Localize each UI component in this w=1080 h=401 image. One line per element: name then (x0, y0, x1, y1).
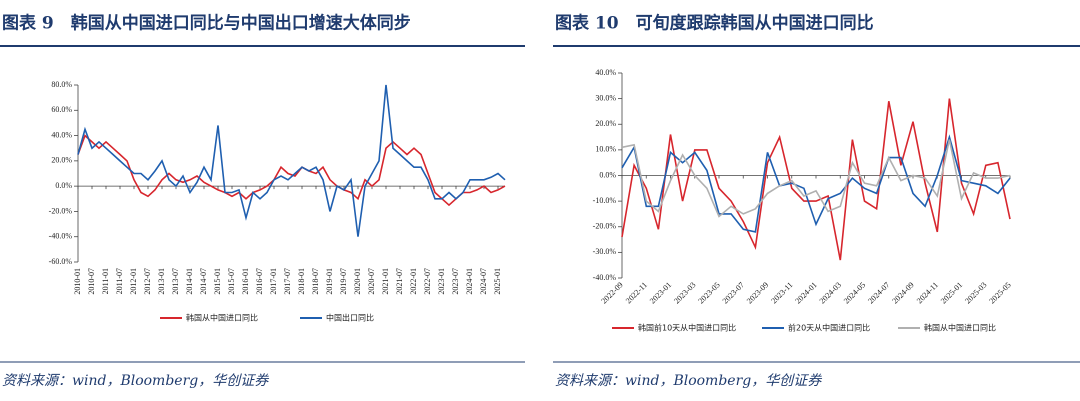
x-tick-label: 2023-01 (437, 268, 446, 295)
series-line (621, 139, 1011, 218)
legend-label: 韩国从中国进口同比 (186, 313, 258, 323)
x-tick-label: 2014-01 (185, 268, 194, 295)
x-tick-label: 2024-01 (465, 268, 474, 295)
x-tick-label: 2019-01 (325, 268, 334, 295)
x-tick-label: 2023-07 (451, 268, 460, 295)
y-tick-label: 10.0% (595, 145, 616, 154)
x-tick-label: 2018-01 (297, 268, 306, 295)
x-tick-label: 2020-01 (353, 268, 362, 295)
x-tick-label: 2015-01 (213, 268, 222, 295)
x-tick-label: 2023-07 (721, 280, 746, 305)
x-tick-label: 2022-07 (423, 268, 432, 295)
x-tick-label: 2025-05 (987, 280, 1012, 305)
x-tick-label: 2023-05 (696, 280, 721, 305)
legend-label: 前20天从中国进口同比 (788, 323, 870, 333)
y-tick-label: 80.0% (51, 80, 72, 89)
x-tick-label: 2021-01 (381, 268, 390, 295)
y-tick-label: -20.0% (49, 206, 73, 215)
y-tick-label: -40.0% (49, 232, 73, 241)
source-note: 资料来源：wind，Bloomberg，华创证券 (555, 373, 822, 389)
x-tick-label: 2024-05 (842, 280, 867, 305)
y-tick-label: -30.0% (593, 247, 617, 256)
y-tick-label: 0.0% (55, 181, 72, 190)
panel-title: 图表 10 可旬度跟踪韩国从中国进口同比 (555, 13, 874, 34)
x-tick-label: 2012-07 (143, 268, 152, 295)
x-tick-label: 2025-01 (939, 280, 964, 305)
y-tick-label: -20.0% (593, 222, 617, 231)
y-tick-label: 20.0% (595, 119, 616, 128)
x-tick-label: 2013-01 (157, 268, 166, 295)
legend-label: 韩国前10天从中国进口同比 (638, 323, 736, 333)
y-tick-label: 20.0% (51, 156, 72, 165)
x-tick-label: 2024-07 (866, 280, 891, 305)
x-tick-label: 2024-01 (793, 280, 818, 305)
y-tick-label: 40.0% (51, 130, 72, 139)
x-tick-label: 2010-07 (87, 268, 96, 295)
x-tick-label: 2014-07 (199, 268, 208, 295)
x-tick-label: 2011-07 (115, 268, 124, 294)
legend-label: 韩国从中国进口同比 (924, 323, 996, 333)
x-tick-label: 2019-07 (339, 268, 348, 295)
x-tick-label: 2016-01 (241, 268, 250, 295)
x-tick-label: 2020-07 (367, 268, 376, 295)
y-tick-label: 30.0% (595, 93, 616, 102)
x-tick-label: 2012-01 (129, 268, 138, 295)
x-tick-label: 2024-11 (915, 280, 940, 305)
x-tick-label: 2023-11 (769, 280, 794, 305)
series-line (77, 134, 506, 207)
y-tick-label: -60.0% (49, 257, 73, 266)
series-line (621, 98, 1011, 261)
x-tick-label: 2018-07 (311, 268, 320, 295)
x-tick-label: 2024-03 (818, 280, 843, 305)
x-tick-label: 2021-07 (395, 268, 404, 295)
panel-title: 图表 9 韩国从中国进口同比与中国出口增速大体同步 (2, 13, 411, 34)
x-tick-label: 2017-07 (283, 268, 292, 295)
x-tick-label: 2023-03 (672, 280, 697, 305)
x-tick-label: 2011-01 (101, 268, 110, 294)
x-tick-label: 2025-03 (963, 280, 988, 305)
source-note: 资料来源：wind，Bloomberg，华创证券 (2, 373, 269, 389)
y-tick-label: 40.0% (595, 68, 616, 77)
x-tick-label: 2023-09 (745, 280, 770, 305)
x-tick-label: 2022-11 (624, 280, 649, 305)
x-tick-label: 2017-01 (269, 268, 278, 295)
y-tick-label: 60.0% (51, 105, 72, 114)
x-tick-label: 2025-01 (493, 268, 502, 295)
x-tick-label: 2022-09 (599, 280, 624, 305)
x-tick-label: 2024-09 (890, 280, 915, 305)
x-tick-label: 2023-01 (648, 280, 673, 305)
y-tick-label: 0.0% (599, 170, 616, 179)
legend-label: 中国出口同比 (326, 313, 374, 323)
y-tick-label: -10.0% (593, 196, 617, 205)
series-line (77, 84, 506, 237)
y-tick-label: -40.0% (593, 273, 617, 282)
x-tick-label: 2022-01 (409, 268, 418, 295)
series-line (621, 134, 1011, 233)
x-tick-label: 2016-07 (255, 268, 264, 295)
x-tick-label: 2010-01 (73, 268, 82, 295)
x-tick-label: 2013-07 (171, 268, 180, 295)
x-tick-label: 2024-07 (479, 268, 488, 295)
x-tick-label: 2015-07 (227, 268, 236, 295)
